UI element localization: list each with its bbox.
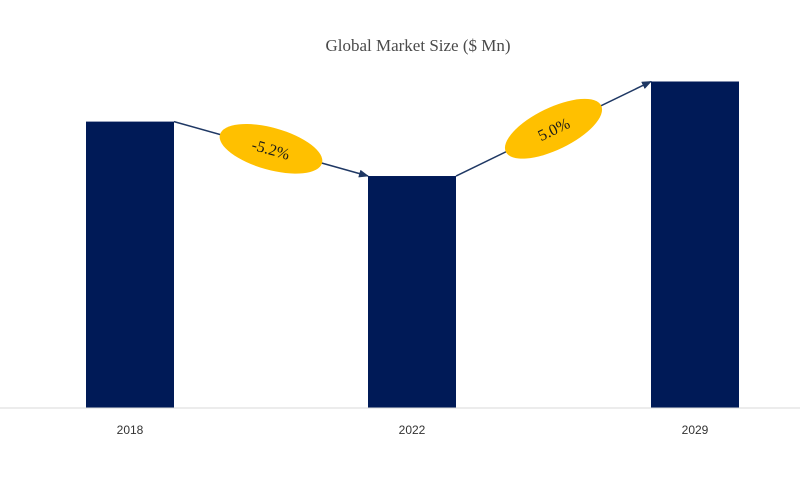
cagr-badges: -5.2% 5.0%: [219, 98, 603, 174]
bars: [86, 81, 739, 408]
cagr-badge-2: 5.0%: [504, 98, 603, 159]
x-tick-2022: 2022: [399, 423, 426, 437]
x-tick-2029: 2029: [682, 423, 709, 437]
bar-2022: [368, 176, 456, 408]
chart-title: Global Market Size ($ Mn): [325, 36, 510, 55]
x-axis-ticks: 2018 2022 2029: [117, 423, 709, 437]
bar-2018: [86, 121, 174, 408]
cagr-badge-shape: [219, 124, 323, 174]
cagr-badge-shape: [504, 98, 603, 159]
bar-2029: [651, 81, 739, 408]
x-tick-2018: 2018: [117, 423, 144, 437]
cagr-badge-1: -5.2%: [219, 124, 323, 174]
